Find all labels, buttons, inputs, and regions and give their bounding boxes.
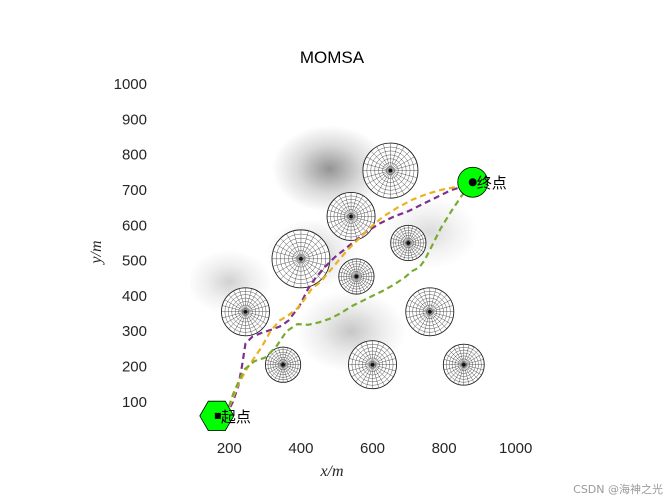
terrain-peak — [271, 125, 388, 213]
obstacle-sphere — [326, 192, 376, 241]
y-tick-label: 500 — [122, 253, 147, 270]
obstacle-sphere — [348, 340, 397, 390]
y-tick-label: 700 — [122, 182, 147, 199]
path-series — [224, 181, 474, 417]
y-tick-labels: 100 200 300 400 500 600 700 800 900 1000 — [114, 76, 147, 411]
y-tick-label: 300 — [122, 323, 147, 340]
x-tick-label: 1000 — [499, 440, 532, 457]
obstacle-sphere — [442, 343, 485, 386]
x-tick-labels: 200 400 600 800 1000 — [217, 440, 533, 457]
x-tick-label: 400 — [288, 440, 313, 457]
obstacle-sphere — [271, 229, 331, 289]
path-series — [224, 181, 474, 417]
y-tick-label: 800 — [122, 147, 147, 164]
obstacle-sphere — [221, 287, 270, 337]
end-label: 终点 — [477, 175, 507, 192]
obstacle-group — [221, 142, 485, 390]
y-tick-label: 100 — [122, 394, 147, 411]
obstacle-sphere — [390, 224, 427, 262]
obstacle-sphere — [264, 346, 302, 383]
marker-group: 起点 终点 — [199, 166, 507, 432]
y-tick-label: 900 — [122, 111, 147, 128]
x-tick-label: 600 — [360, 440, 385, 457]
y-tick-label: 200 — [122, 358, 147, 375]
y-tick-label: 400 — [122, 288, 147, 305]
obstacle-sphere — [362, 142, 419, 199]
end-point — [468, 178, 477, 187]
y-axis-label: y/m — [88, 240, 105, 265]
chart-title: MOMSA — [300, 48, 365, 67]
watermark: CSDN @海神之光 — [573, 483, 663, 496]
obstacle-sphere — [338, 258, 375, 295]
y-tick-label: 600 — [122, 217, 147, 234]
start-label: 起点 — [221, 409, 251, 426]
path-group — [224, 181, 474, 417]
obstacle-sphere — [405, 287, 455, 337]
x-tick-label: 800 — [432, 440, 457, 457]
x-axis-label: x/m — [319, 463, 343, 480]
y-tick-label: 1000 — [114, 76, 147, 93]
path-series — [224, 181, 474, 417]
start-point — [214, 412, 221, 419]
x-tick-label: 200 — [217, 440, 242, 457]
